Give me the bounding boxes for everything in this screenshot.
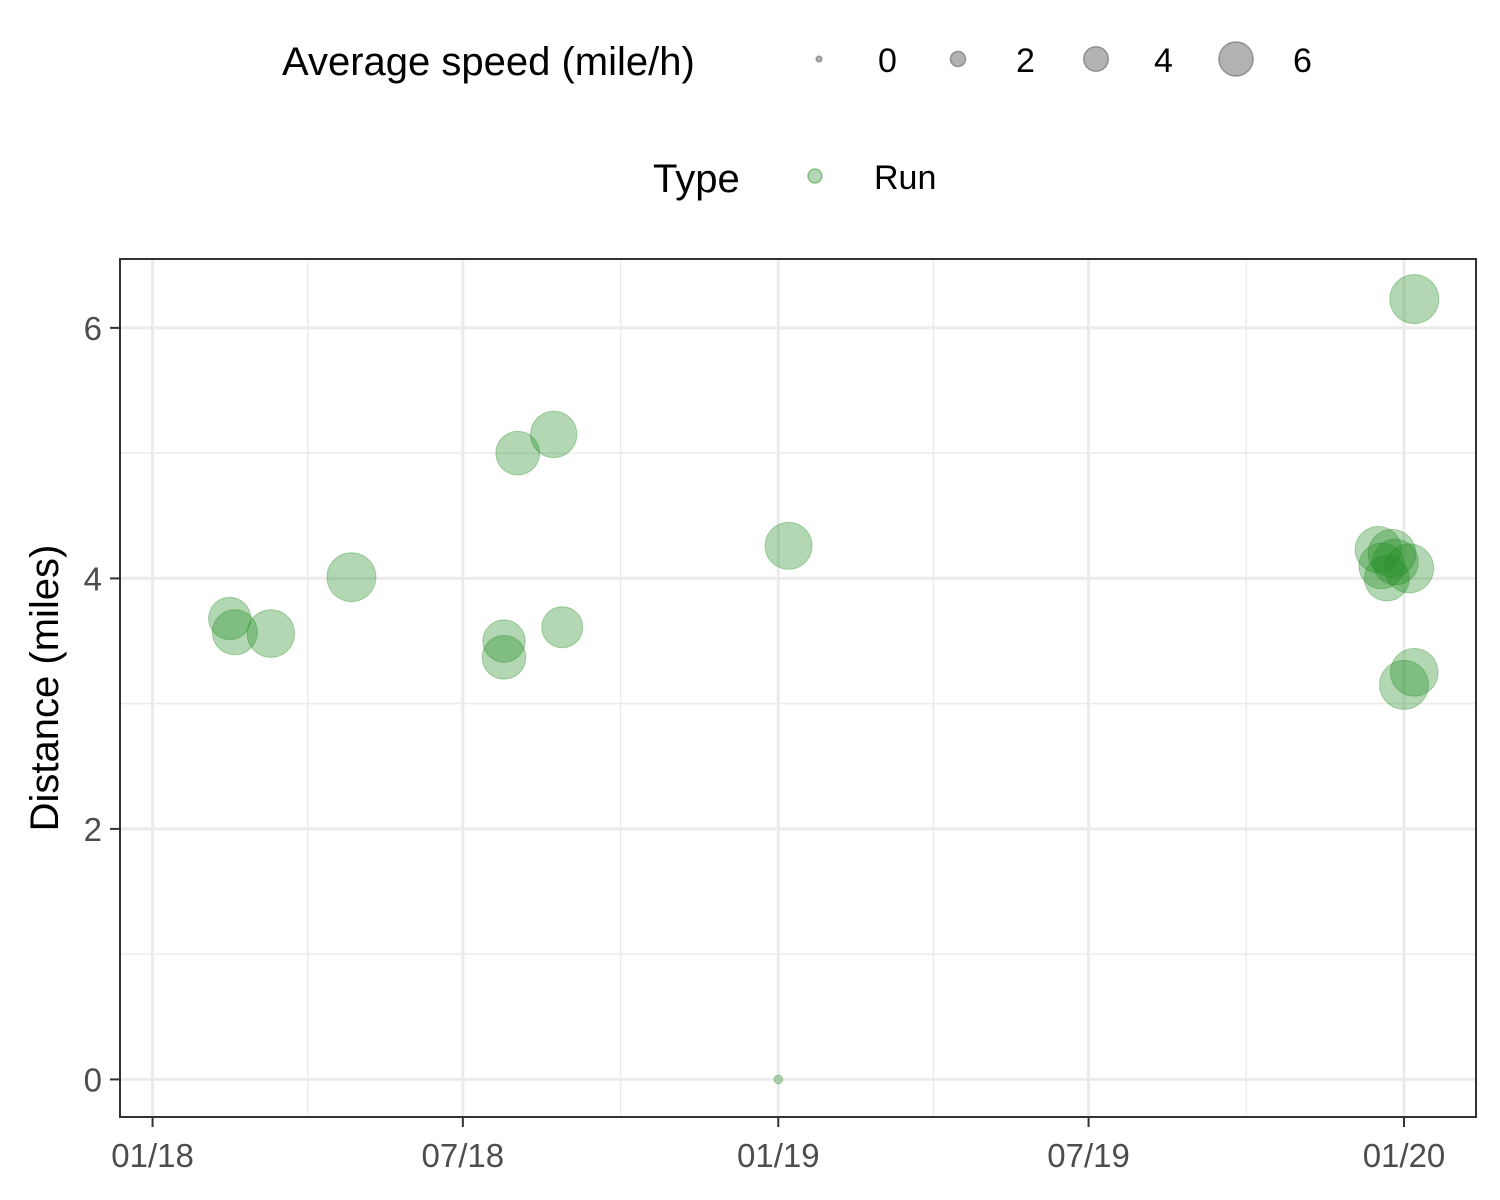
y-tick-label: 4 — [84, 560, 102, 597]
data-point — [326, 552, 377, 603]
y-tick-label: 6 — [84, 310, 102, 347]
panel-border — [119, 258, 1477, 1118]
x-tick-label: 01/19 — [737, 1137, 820, 1174]
data-point — [1389, 274, 1440, 325]
size-legend-label-2: 2 — [1016, 42, 1035, 80]
data-point — [481, 634, 527, 680]
data-point — [1354, 525, 1402, 574]
size-legend-key-6 — [1218, 41, 1254, 77]
size-legend: Average speed (mile/h) 0 2 4 6 — [282, 40, 1312, 84]
x-tick-label: 01/18 — [111, 1137, 194, 1174]
x-axis: 01/18 07/18 01/19 07/19 01/20 — [111, 1117, 1445, 1174]
data-point — [773, 1074, 784, 1085]
y-axis-title: Distance (miles) — [23, 545, 67, 832]
size-legend-key-4 — [1082, 45, 1110, 73]
color-legend-title: Type — [653, 157, 740, 201]
color-legend: Type Run — [653, 157, 936, 201]
data-point — [1389, 648, 1439, 697]
data-point — [1367, 529, 1417, 578]
data-point — [530, 410, 578, 458]
grid — [120, 259, 1476, 1117]
data-point — [1384, 543, 1435, 594]
data-point — [211, 609, 258, 656]
plot-panel — [119, 258, 1477, 1118]
x-tick-label: 07/18 — [422, 1137, 505, 1174]
data-point — [495, 430, 541, 476]
y-tick-label: 2 — [84, 811, 102, 848]
data-point — [1358, 542, 1406, 590]
size-legend-keys: 0 2 4 6 — [815, 41, 1312, 80]
y-tick-label: 0 — [84, 1061, 102, 1098]
data-points — [208, 274, 1440, 1085]
panel-background — [120, 259, 1476, 1117]
data-point — [541, 606, 584, 649]
size-legend-label-6: 6 — [1293, 42, 1312, 80]
size-legend-key-0 — [815, 55, 823, 63]
size-legend-title: Average speed (mile/h) — [282, 40, 695, 84]
size-legend-label-0: 0 — [878, 42, 897, 80]
x-tick-label: 07/19 — [1047, 1137, 1130, 1174]
size-legend-key-2 — [949, 50, 967, 68]
color-legend-label-run: Run — [874, 159, 936, 197]
data-point — [764, 521, 813, 570]
size-legend-label-4: 4 — [1154, 42, 1173, 80]
data-point — [1363, 555, 1410, 602]
y-axis: 0 2 4 6 — [84, 310, 120, 1098]
data-point — [208, 596, 252, 641]
color-legend-key-run — [807, 168, 823, 184]
data-point — [246, 609, 296, 658]
x-tick-label: 01/20 — [1363, 1137, 1446, 1174]
data-point — [1379, 659, 1429, 710]
data-point — [1372, 538, 1419, 586]
data-point — [482, 619, 526, 663]
